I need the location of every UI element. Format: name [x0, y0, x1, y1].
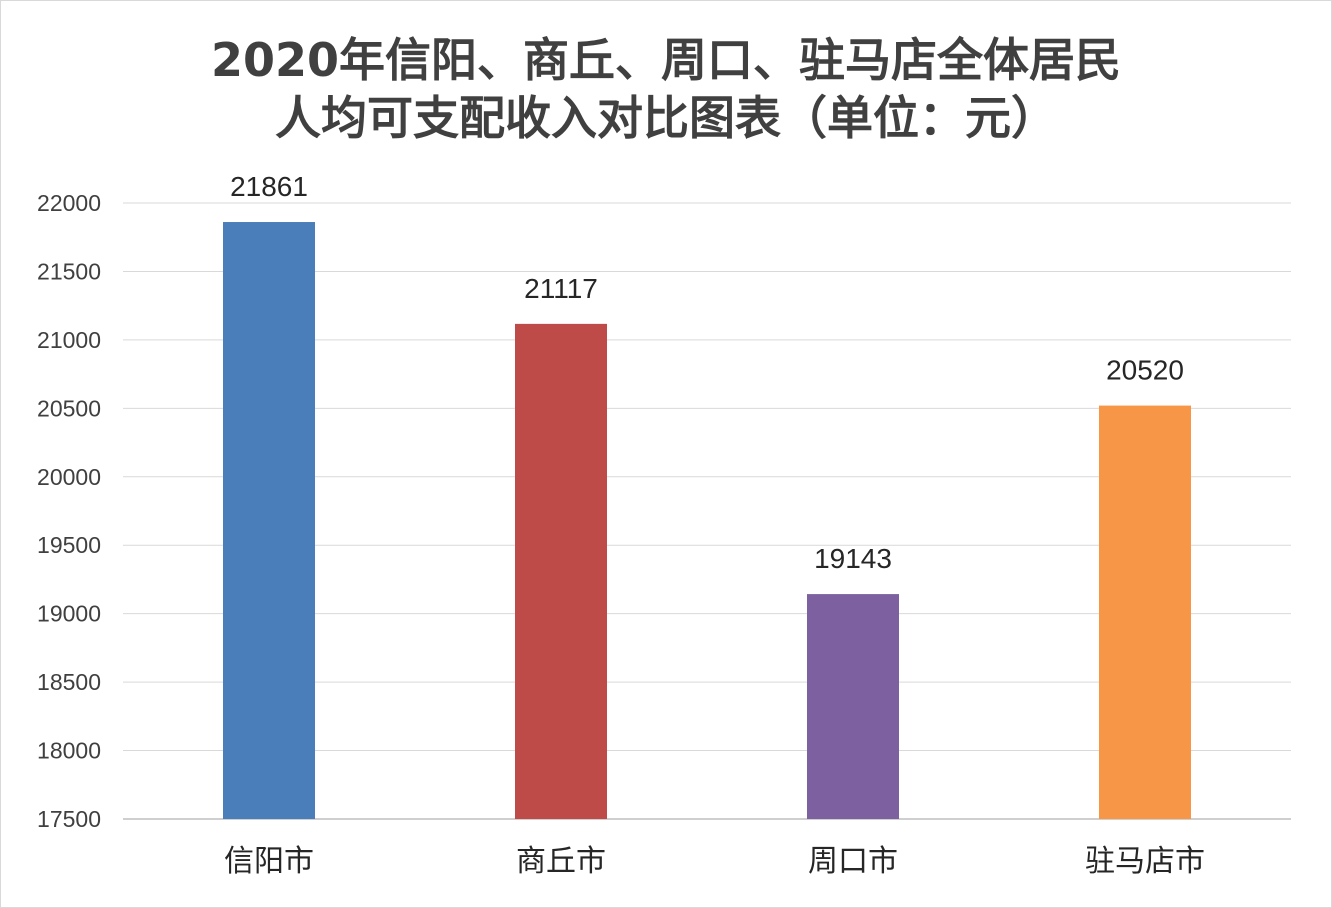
bar [807, 594, 899, 819]
data-label: 20520 [1106, 355, 1184, 386]
bar [515, 323, 607, 819]
y-tick-label: 22000 [37, 190, 101, 216]
chart-title: 2020年信阳、商丘、周口、驻马店全体居民 人均可支配收入对比图表（单位：元） [1, 31, 1331, 147]
chart-title-line-1: 2020年信阳、商丘、周口、驻马店全体居民 [210, 33, 1122, 87]
y-tick-label: 19000 [37, 601, 101, 627]
y-tick-label: 18000 [37, 738, 101, 764]
y-tick-label: 21000 [37, 327, 101, 353]
bars [223, 222, 1191, 819]
gridlines [123, 202, 1291, 820]
y-tick-label: 20500 [37, 395, 101, 421]
bar [223, 222, 315, 819]
chart-title-line-2: 人均可支配收入对比图表（单位：元） [275, 91, 1057, 145]
data-label: 19143 [814, 543, 892, 574]
x-category-label: 商丘市 [516, 844, 606, 879]
data-label: 21117 [524, 273, 598, 304]
x-category-label: 信阳市 [224, 844, 314, 879]
y-tick-label: 20000 [37, 464, 101, 490]
data-label: 21861 [230, 171, 308, 202]
y-tick-label: 21500 [37, 258, 101, 284]
bar [1099, 405, 1191, 819]
x-category-label: 周口市 [808, 844, 898, 879]
data-labels: 21861 21117 19143 20520 [230, 171, 1184, 574]
y-axis: 17500 18000 18500 19000 19500 20000 20500 21000… [37, 190, 101, 832]
y-tick-label: 17500 [37, 806, 101, 832]
x-category-label: 驻马店市 [1085, 844, 1205, 879]
y-tick-label: 18500 [37, 669, 101, 695]
x-axis: 信阳市 商丘市 周口市 驻马店市 [224, 844, 1205, 879]
y-tick-label: 19500 [37, 532, 101, 558]
